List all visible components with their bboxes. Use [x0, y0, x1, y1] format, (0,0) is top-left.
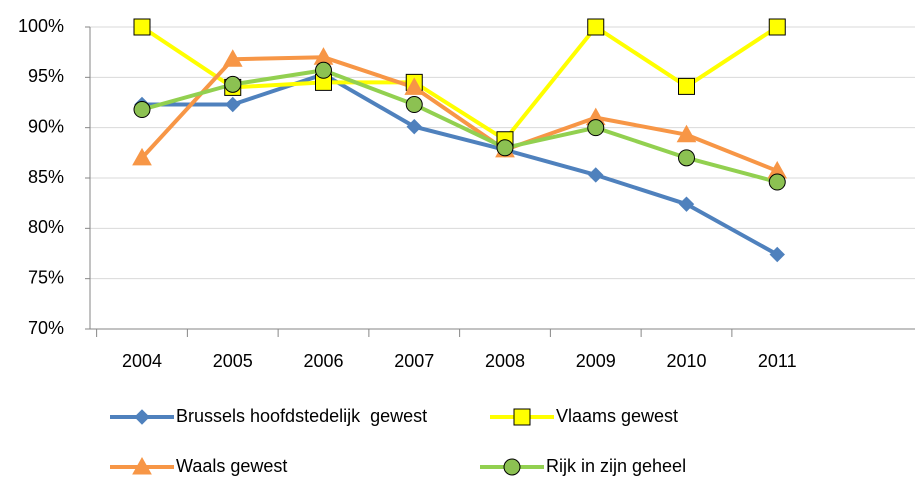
data-point	[678, 149, 695, 167]
legend-label: Vlaams gewest	[556, 406, 678, 426]
y-tick-label: 75%	[28, 267, 64, 287]
x-tick-label: 2007	[394, 351, 434, 371]
legend-label: Rijk in zijn geheel	[546, 456, 686, 476]
data-point	[496, 139, 514, 157]
data-point	[132, 147, 152, 166]
series-line	[140, 55, 778, 173]
x-tick-label: 2006	[303, 351, 343, 371]
x-tick-label: 2011	[758, 351, 797, 371]
y-tick-label: 90%	[28, 116, 64, 136]
series-line	[140, 25, 779, 142]
data-point	[404, 77, 425, 95]
legend-marker	[134, 409, 150, 425]
data-point	[405, 96, 423, 114]
y-tick-label: 85%	[28, 167, 64, 187]
legend-label: Waals gewest	[176, 456, 287, 476]
legend-label: Brussels hoofdstedelijk gewest	[176, 406, 427, 426]
data-point	[587, 18, 605, 36]
x-tick-label: 2010	[666, 351, 706, 371]
data-point	[768, 173, 786, 191]
data-point	[769, 246, 785, 263]
y-tick-label: 70%	[28, 318, 64, 338]
x-tick-label: 2005	[213, 351, 253, 371]
data-point	[225, 96, 241, 113]
x-tick-label: 2008	[485, 351, 525, 371]
data-point	[133, 101, 151, 119]
series-line	[141, 68, 778, 184]
data-point	[678, 196, 695, 212]
y-tick-label: 95%	[28, 66, 64, 86]
data-point	[133, 18, 151, 36]
x-tick-label: 2009	[576, 351, 616, 371]
data-point	[588, 167, 604, 183]
data-point	[587, 119, 605, 137]
legend-marker	[513, 408, 531, 426]
data-point	[676, 124, 697, 143]
data-point	[678, 77, 695, 95]
y-tick-label: 80%	[28, 217, 64, 237]
legend-marker	[503, 458, 521, 476]
data-point	[768, 18, 786, 36]
legend-marker	[132, 456, 152, 475]
data-point	[406, 118, 422, 135]
data-point	[222, 49, 243, 67]
y-tick-label: 100%	[18, 16, 64, 36]
x-tick-label: 2004	[122, 351, 162, 371]
data-point	[224, 75, 242, 93]
data-point	[315, 61, 332, 79]
series-line	[142, 72, 779, 257]
